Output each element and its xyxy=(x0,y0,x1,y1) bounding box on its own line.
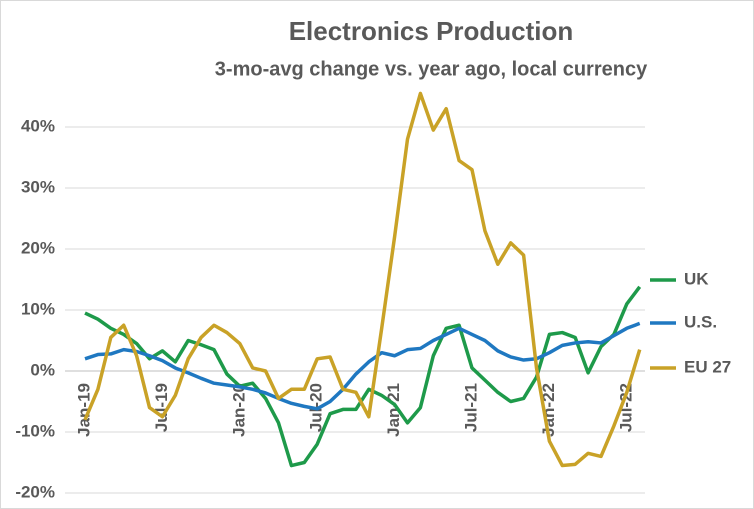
legend-label: U.S. xyxy=(684,312,717,331)
x-tick-label: Jul-19 xyxy=(152,383,171,432)
x-tick-label: Jan-21 xyxy=(384,383,403,437)
legend-label: UK xyxy=(684,269,709,288)
data-line xyxy=(83,91,642,468)
y-tick-label: 0% xyxy=(30,360,55,379)
x-tick-label: Jan-20 xyxy=(229,383,248,437)
data-line xyxy=(84,285,642,468)
chart-title: Electronics Production xyxy=(289,16,574,46)
y-tick-label: 20% xyxy=(21,238,55,257)
y-tick-label: 10% xyxy=(21,299,55,318)
x-tick-label: Jul-21 xyxy=(461,383,480,432)
y-tick-label: -10% xyxy=(15,421,55,440)
y-tick-label: -20% xyxy=(15,482,55,501)
x-tick-label: Jul-22 xyxy=(616,383,635,432)
y-tick-label: 40% xyxy=(21,116,55,135)
legend-label: EU 27 xyxy=(684,357,731,376)
x-tick-label: Jan-19 xyxy=(74,383,93,437)
chart-subtitle: 3-mo-avg change vs. year ago, local curr… xyxy=(215,58,648,80)
x-tick-label: Jan-22 xyxy=(539,383,558,437)
data-line xyxy=(84,321,641,411)
y-tick-label: 30% xyxy=(21,177,55,196)
